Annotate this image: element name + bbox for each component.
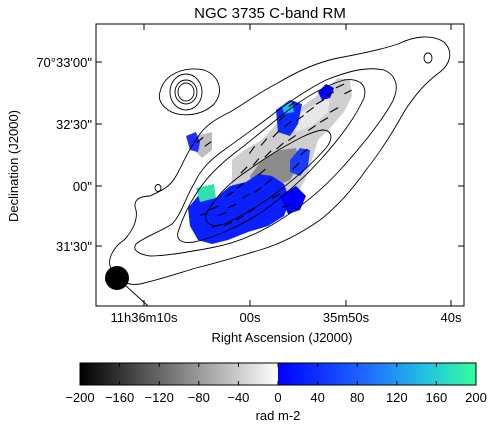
field-vector — [329, 107, 339, 113]
field-vector — [292, 162, 300, 170]
field-vector — [325, 91, 335, 97]
contour-blob-ring-mid — [174, 79, 198, 105]
rm-patch-blue-top — [276, 100, 302, 136]
contour-mid — [134, 68, 397, 257]
field-vector — [287, 134, 297, 142]
colorbar-tick-label: 0 — [274, 390, 281, 405]
field-vector — [240, 166, 248, 174]
field-vector — [252, 158, 260, 166]
field-vector — [260, 138, 268, 146]
field-vector — [227, 203, 237, 209]
colorbar-tick-label: −80 — [188, 390, 210, 405]
contour-blob-ring-inner — [177, 82, 195, 102]
field-vector — [253, 186, 263, 194]
field-vector — [288, 101, 296, 107]
intensity-contours — [109, 36, 451, 285]
rm-patch-green — [196, 184, 216, 202]
rm-patch-gray-light — [292, 96, 330, 132]
field-vector — [281, 203, 291, 209]
rm-patch-blue-right-top — [318, 84, 334, 100]
beam-ellipse — [105, 266, 129, 290]
colorbar-tick-label: −120 — [145, 390, 174, 405]
contour-outer — [109, 36, 451, 285]
field-vector — [217, 211, 227, 217]
y-tick-label-0: 70°33'00" — [36, 55, 92, 70]
contour-blob-ring-outer — [169, 73, 203, 111]
field-vector — [284, 120, 292, 128]
x-tick-label-2: 35m50s — [323, 310, 370, 325]
x-tick-label-1: 00s — [240, 310, 261, 325]
field-vector — [196, 137, 204, 143]
colorbar-tick-label: 40 — [310, 390, 324, 405]
rm-patch-blue-lower — [188, 174, 290, 244]
field-vector — [209, 205, 219, 211]
colorbar-tick-label: −160 — [105, 390, 134, 405]
field-vector — [199, 211, 209, 217]
field-vector — [204, 141, 212, 147]
axis-ticks — [96, 24, 464, 306]
field-vector — [272, 130, 280, 138]
map-panel — [105, 36, 451, 306]
contour-blob-top-left — [158, 68, 220, 116]
field-vector — [315, 99, 325, 105]
contour-small-right — [423, 52, 433, 64]
field-vector — [278, 115, 286, 121]
colorbar-tick-label: 200 — [465, 390, 487, 405]
field-vector — [305, 106, 315, 114]
contour-core — [205, 129, 332, 226]
field-vector — [258, 168, 266, 176]
colorbar-tick-label: 160 — [426, 390, 448, 405]
field-vector — [319, 117, 329, 123]
y-tick-label-2: 00" — [73, 179, 92, 194]
field-vector — [264, 178, 272, 186]
colorbar — [79, 362, 477, 386]
field-vector — [264, 150, 272, 158]
x-tick-label-0: 11h36m10s — [111, 310, 178, 325]
colorbar-label: rad m-2 — [256, 408, 301, 423]
colorbar-tick-label: 120 — [386, 390, 408, 405]
y-tick-label-3: 31'30" — [56, 239, 92, 254]
field-vector — [225, 191, 235, 197]
colorbar-positive — [278, 363, 476, 385]
field-vector — [295, 114, 305, 122]
field-vector — [276, 142, 284, 150]
field-vector — [300, 148, 308, 156]
field-vector — [344, 89, 352, 95]
contour-small-left — [154, 184, 162, 192]
y-tick-label-1: 32'30" — [56, 117, 92, 132]
field-vector — [247, 206, 257, 214]
field-vector — [223, 221, 233, 227]
field-vector — [248, 145, 256, 155]
field-vector — [235, 215, 245, 221]
y-axis-label: Declination (J2000) — [6, 110, 21, 222]
field-vector — [235, 182, 245, 190]
field-vector — [271, 193, 281, 199]
x-tick-label-3: 40s — [441, 310, 462, 325]
field-vector — [241, 193, 251, 199]
colorbar-tick-label: −200 — [65, 390, 94, 405]
field-vector — [211, 223, 221, 229]
beam-connector — [125, 285, 149, 306]
rm-patch-blue-left — [186, 132, 200, 152]
field-vector — [307, 124, 317, 132]
contour-inner — [177, 79, 366, 243]
colorbar-negative — [80, 363, 278, 385]
field-vectors — [196, 83, 352, 229]
chart-title: NGC 3735 C-band RM — [194, 5, 346, 22]
colorbar-tick-label: 80 — [350, 390, 364, 405]
plot-frame — [95, 23, 465, 307]
field-vector — [335, 83, 345, 89]
colorbar-tick-label: −40 — [227, 390, 249, 405]
x-axis-label: Right Ascension (J2000) — [212, 330, 353, 345]
